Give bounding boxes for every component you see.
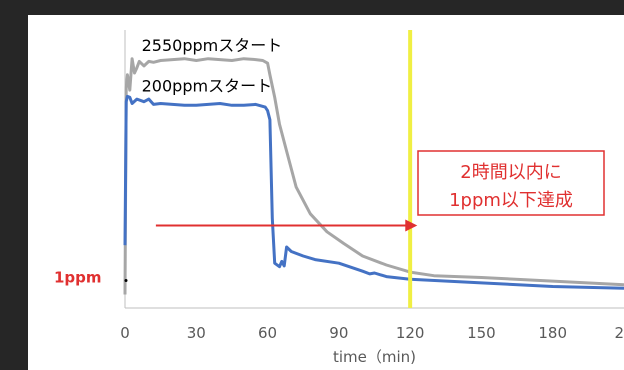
series-line-2550ppm <box>123 57 624 295</box>
series-group <box>123 57 624 295</box>
x-tick-label: 0 <box>120 324 130 342</box>
red-arrow <box>155 219 418 232</box>
note-line-1: 2時間以内に <box>460 162 561 183</box>
x-tick-label: 180 <box>538 324 567 342</box>
series-line-200ppm <box>123 94 624 290</box>
x-tick-label: 120 <box>396 324 425 342</box>
note-line-2: 1ppm以下達成 <box>449 190 573 211</box>
reference-level-marker <box>124 279 128 283</box>
x-axis-label: time（min) <box>333 348 416 366</box>
reference-level-label: 1ppm <box>54 269 102 287</box>
x-tick-label: 21 <box>614 324 624 342</box>
arrow-head <box>405 219 418 232</box>
x-tick-label: 30 <box>187 324 206 342</box>
note-box: 2時間以内に 1ppm以下達成 <box>417 150 605 216</box>
x-tick-labels: 0 30 60 90 120 150 180 21 <box>120 324 624 342</box>
series-label-2550: 2550ppmスタート <box>142 36 283 55</box>
x-tick-label: 60 <box>258 324 277 342</box>
x-tick-label: 150 <box>467 324 496 342</box>
note-box-border <box>417 150 605 216</box>
x-tick-label: 90 <box>329 324 348 342</box>
series-label-200: 200ppmスタート <box>142 77 272 96</box>
